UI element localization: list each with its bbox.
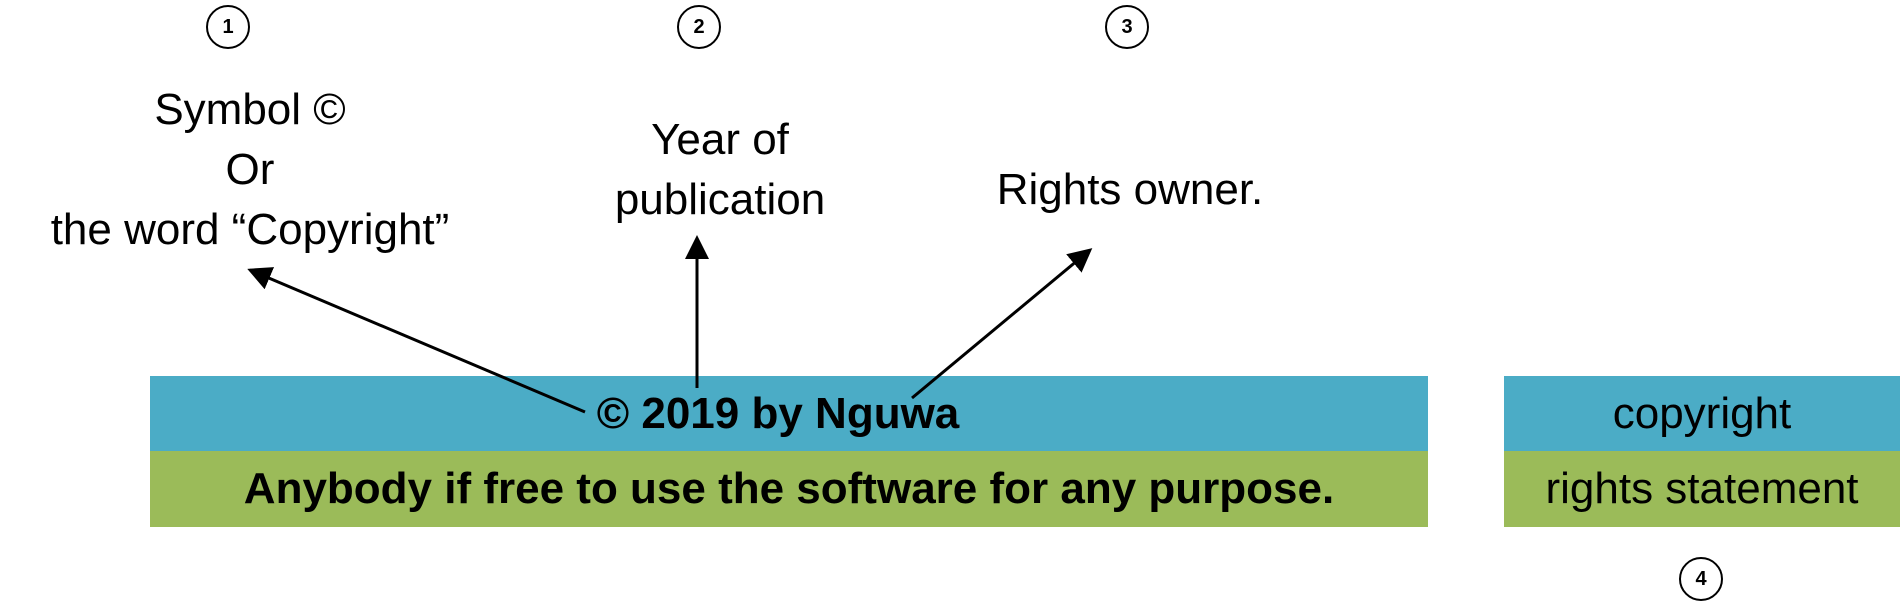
label-owner: Rights owner. bbox=[930, 160, 1330, 220]
label-symbol-line-2: Or bbox=[225, 145, 275, 194]
marker-4: 4 bbox=[1679, 557, 1723, 601]
marker-3: 3 bbox=[1105, 5, 1149, 49]
marker-2: 2 bbox=[677, 5, 721, 49]
legend-rights-statement: rights statement bbox=[1504, 451, 1900, 527]
label-year-line-2: publication bbox=[614, 175, 826, 224]
copyright-bar: © 2019 by Nguwa bbox=[150, 376, 1428, 451]
marker-1: 1 bbox=[206, 5, 250, 49]
rights-line-text: Anybody if free to use the software for … bbox=[243, 464, 1335, 513]
label-owner-line: Rights owner. bbox=[996, 165, 1264, 214]
label-symbol: Symbol © Or the word “Copyright” bbox=[10, 80, 490, 260]
label-symbol-line-3: the word “Copyright” bbox=[50, 205, 450, 254]
label-year-line-1: Year of bbox=[651, 115, 789, 164]
legend-copyright-text: copyright bbox=[1612, 388, 1792, 438]
copyright-line-text: © 2019 by Nguwa bbox=[596, 388, 960, 438]
legend-copyright: copyright bbox=[1504, 376, 1900, 451]
label-symbol-line-1: Symbol © bbox=[154, 85, 346, 134]
legend-rights-statement-text: rights statement bbox=[1545, 464, 1859, 513]
rights-bar: Anybody if free to use the software for … bbox=[150, 451, 1428, 527]
label-year: Year of publication bbox=[560, 110, 880, 230]
